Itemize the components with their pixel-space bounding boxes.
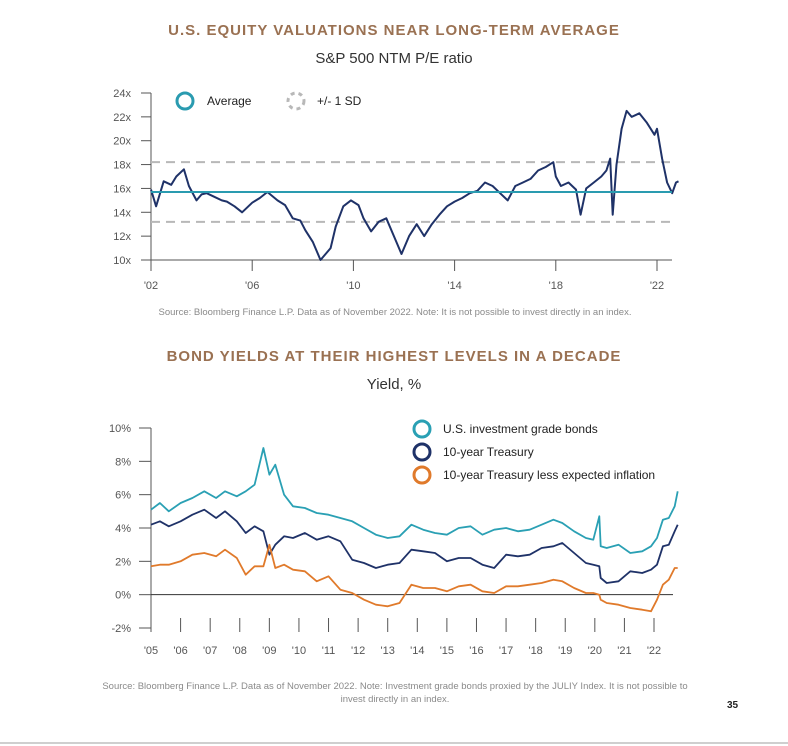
y-tick-label: 18x xyxy=(113,160,131,172)
page-number: 35 xyxy=(727,700,739,711)
y-tick-label: 0% xyxy=(115,590,131,602)
x-tick-label: '22 xyxy=(647,645,661,657)
y-tick-label: 10% xyxy=(109,423,131,435)
x-tick-label: '12 xyxy=(351,645,365,657)
x-tick-label: '10 xyxy=(346,280,360,292)
x-tick-label: '21 xyxy=(617,645,631,657)
x-tick-label: '14 xyxy=(410,645,424,657)
x-tick-label: '11 xyxy=(322,645,336,657)
bond-yields-chart: -2% 0% 2% 4% 6% 8% 10% '05 '06 '07 '08 '09 '10 '11 '12… xyxy=(109,419,679,657)
x-tick-label: '20 xyxy=(588,645,602,657)
x-tick-label: '02 xyxy=(144,280,158,292)
y-tick-label: -2% xyxy=(111,623,131,635)
legend-average-label: Average xyxy=(207,94,252,108)
y-tick-label: 22x xyxy=(113,112,131,124)
x-tick-label: '08 xyxy=(233,645,247,657)
x-tick-label: '05 xyxy=(144,645,158,657)
legend-sd-label: +/- 1 SD xyxy=(317,94,362,108)
x-tick-label: '13 xyxy=(381,645,395,657)
x-tick-label: '06 xyxy=(245,280,259,292)
y-tick-label: 16x xyxy=(113,183,131,195)
x-tick-label: '07 xyxy=(203,645,217,657)
legend-average-icon xyxy=(175,91,195,111)
x-tick-label: '22 xyxy=(650,280,664,292)
x-tick-label: '10 xyxy=(292,645,306,657)
ig-bonds-line xyxy=(150,447,679,554)
real-yield-line xyxy=(150,543,678,613)
x-tick-label: '15 xyxy=(440,645,454,657)
legend-ig-bonds-label: U.S. investment grade bonds xyxy=(443,422,598,436)
chart2-title: BOND YIELDS AT THEIR HIGHEST LEVELS IN A… xyxy=(166,348,622,365)
y-tick-label: 20x xyxy=(113,136,131,148)
chart1-subtitle: S&P 500 NTM P/E ratio xyxy=(315,50,473,67)
x-tick-label: '16 xyxy=(469,645,483,657)
legend-treasury-10y-icon xyxy=(412,442,432,462)
legend-ig-bonds-icon xyxy=(412,419,432,439)
legend-sd-icon xyxy=(286,91,306,111)
y-tick-label: 4% xyxy=(115,523,131,535)
chart2-subtitle: Yield, % xyxy=(366,376,422,393)
y-tick-label: 8% xyxy=(115,456,131,468)
y-tick-label: 24x xyxy=(113,88,131,100)
y-tick-label: 10x xyxy=(113,255,131,267)
x-tick-label: '14 xyxy=(447,280,461,292)
pe-ratio-chart: 10x 12x 14x 16x 18x 20x 22x 24x '02 '06 '10 '14 '18 '… xyxy=(113,88,679,292)
y-tick-label: 6% xyxy=(115,490,131,502)
y-tick-label: 2% xyxy=(115,556,131,568)
y-tick-label: 12x xyxy=(113,231,131,243)
pe-ratio-line xyxy=(150,109,679,261)
x-tick-label: '17 xyxy=(499,645,513,657)
legend-real-yield-icon xyxy=(412,465,432,485)
x-tick-label: '18 xyxy=(549,280,563,292)
chart1-source-note: Source: Bloomberg Finance L.P. Data as o… xyxy=(158,307,632,318)
legend-real-yield-label: 10-year Treasury less expected inflation xyxy=(443,468,655,482)
x-tick-label: '18 xyxy=(528,645,542,657)
x-tick-label: '06 xyxy=(173,645,187,657)
legend-treasury-10y-label: 10-year Treasury xyxy=(443,445,534,459)
chart2-source-note: Source: Bloomberg Finance L.P. Data as o… xyxy=(102,681,688,705)
y-tick-label: 14x xyxy=(113,207,131,219)
x-tick-label: '19 xyxy=(558,645,572,657)
chart1-title: U.S. EQUITY VALUATIONS NEAR LONG-TERM AV… xyxy=(168,22,620,39)
footer-divider xyxy=(0,742,788,744)
treasury-10y-line xyxy=(150,508,679,584)
x-tick-label: '09 xyxy=(262,645,276,657)
